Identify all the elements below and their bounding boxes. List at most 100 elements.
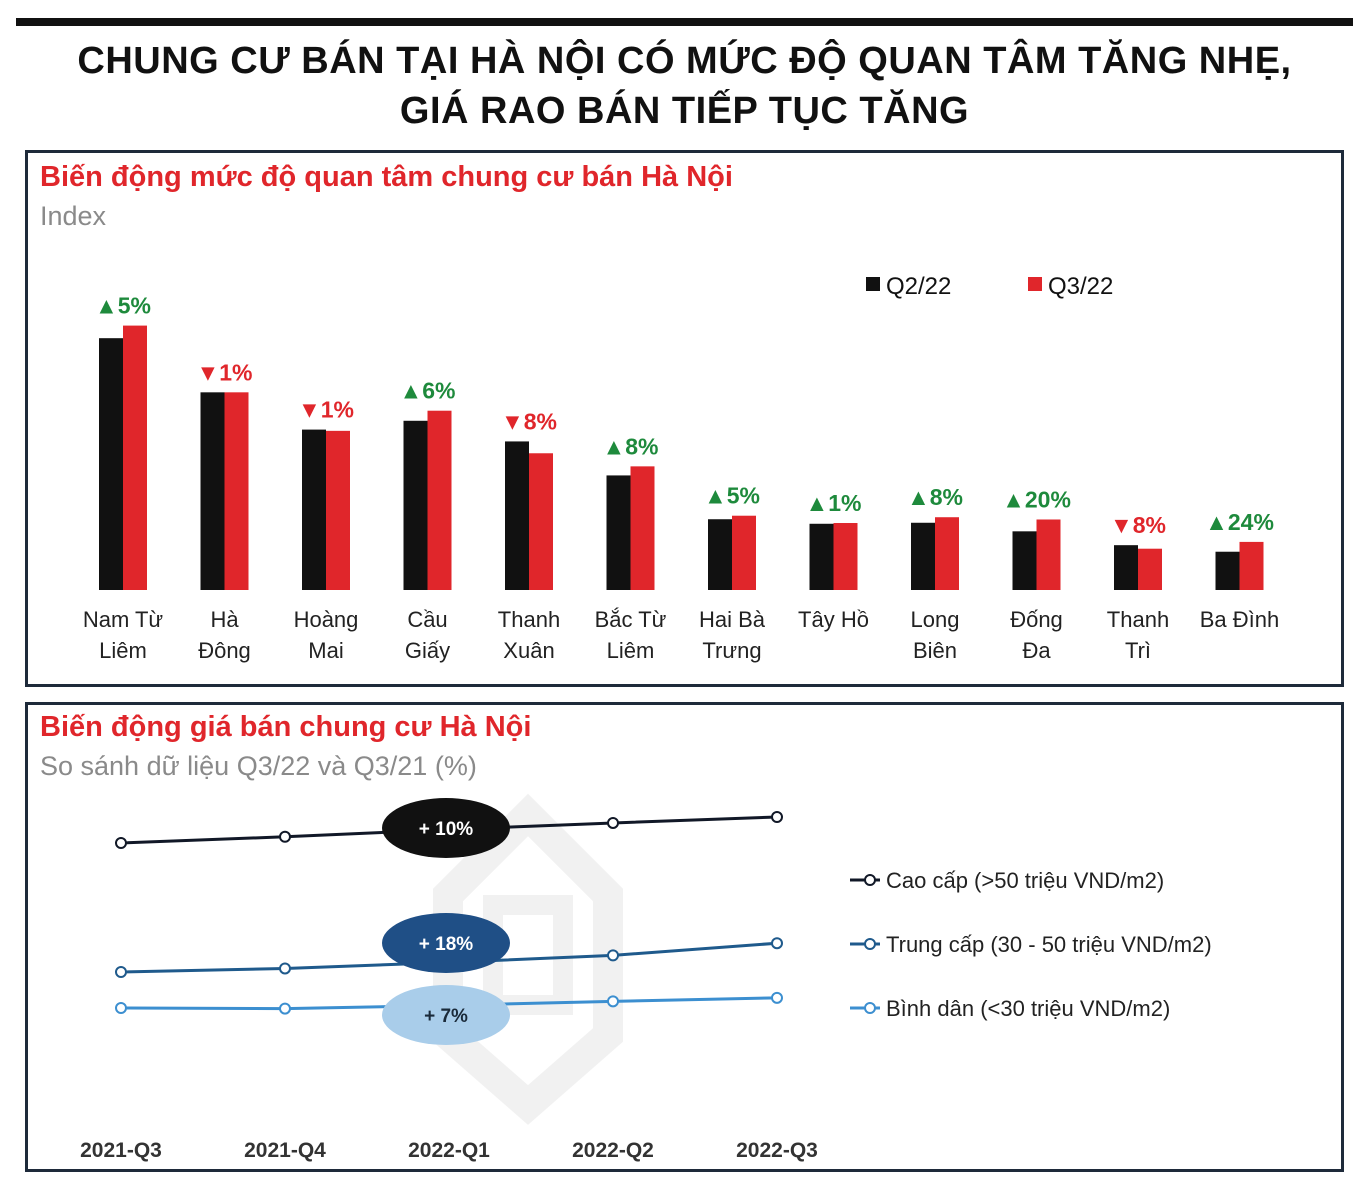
bar-group: ▲5% Hai Bà Trưng xyxy=(699,483,766,663)
line-legend-item: Cao cấp (>50 triệu VND/m2) xyxy=(850,868,1164,893)
legend-marker xyxy=(864,874,876,886)
interest-chart-subtitle: Index xyxy=(40,201,107,231)
top-rule xyxy=(16,18,1353,26)
bar-group: ▲20% Đống Đa xyxy=(1002,486,1071,663)
change-label: ▼1% xyxy=(298,397,354,423)
category-label: Nam Từ xyxy=(83,607,164,632)
series-point xyxy=(607,816,619,829)
category-label: Cầu xyxy=(407,607,447,632)
series-point xyxy=(279,1002,291,1015)
bar-Q3/22 xyxy=(529,453,553,590)
series-point xyxy=(279,830,291,843)
legend-label: Trung cấp (30 - 50 triệu VND/m2) xyxy=(886,932,1212,957)
bar-group: ▼8% Thanh Xuân xyxy=(498,408,560,663)
bar-Q3/22 xyxy=(732,515,756,590)
category-label: Ba Đình xyxy=(1200,607,1280,632)
line-legend-item: Bình dân (<30 triệu VND/m2) xyxy=(850,996,1170,1021)
badge-shape xyxy=(382,913,510,973)
category-label: Trưng xyxy=(702,638,761,663)
change-label: ▲20% xyxy=(1002,486,1071,512)
bar-Q3/22 xyxy=(224,392,249,590)
category-label: Đa xyxy=(1022,638,1051,663)
bar-Q3/22 xyxy=(935,517,959,590)
bar-Q3/22 xyxy=(123,325,147,590)
series-point xyxy=(771,811,783,823)
category-label: Biên xyxy=(913,638,957,663)
bar-group: ▲1% Tây Hồ xyxy=(798,490,869,632)
badge-shape xyxy=(382,798,510,858)
category-label: Đông xyxy=(198,638,251,663)
category-label: Hà xyxy=(210,607,239,632)
category-label: Hoàng xyxy=(294,607,359,632)
x-axis-label: 2021-Q3 xyxy=(80,1139,162,1162)
bar-Q2/22 xyxy=(606,475,631,590)
change-label: ▼8% xyxy=(501,408,557,434)
bar-group: ▼1% Hà Đông xyxy=(196,359,252,663)
category-label: Tây Hồ xyxy=(798,607,869,632)
bar-Q2/22 xyxy=(505,441,529,590)
x-axis-label: 2022-Q2 xyxy=(572,1139,654,1162)
change-badge: + 10% xyxy=(382,798,510,858)
bar-Q3/22 xyxy=(1138,548,1162,590)
bar-Q2/22 xyxy=(200,392,225,590)
series-point xyxy=(771,991,783,1004)
badge-label: + 18% xyxy=(419,934,474,955)
legend-swatch-Q2/22 xyxy=(866,277,880,291)
change-label: ▲6% xyxy=(399,378,455,404)
price-chart-subtitle: So sánh dữ liệu Q3/22 và Q3/21 (%) xyxy=(40,751,477,781)
badge-label: + 10% xyxy=(419,819,474,840)
bar-Q3/22 xyxy=(833,523,858,590)
bar-Q3/22 xyxy=(427,410,452,590)
category-label: Giấy xyxy=(405,638,450,663)
category-label: Hai Bà xyxy=(699,607,766,632)
bar-group: ▲5% Nam Từ Liêm xyxy=(83,293,164,663)
bar-Q2/22 xyxy=(1215,551,1240,590)
category-label: Đống xyxy=(1010,607,1063,632)
change-label: ▲5% xyxy=(95,293,151,319)
category-label: Xuân xyxy=(503,638,554,663)
legend-label-Q2/22: Q2/22 xyxy=(886,273,951,300)
bar-Q2/22 xyxy=(809,523,834,590)
bar-group: ▼8% Thanh Trì xyxy=(1107,512,1169,663)
change-badge: + 7% xyxy=(382,985,510,1045)
main-title-line-2: GIÁ RAO BÁN TIẾP TỤC TĂNG xyxy=(399,90,970,132)
bar-group: ▼1% Hoàng Mai xyxy=(294,397,359,663)
series-point xyxy=(115,837,127,849)
legend-marker xyxy=(864,1002,876,1014)
change-label: ▲8% xyxy=(907,484,963,510)
main-title-line-1: CHUNG CƯ BÁN TẠI HÀ NỘI CÓ MỨC ĐỘ QUAN T… xyxy=(77,40,1292,82)
series-point xyxy=(607,995,619,1008)
x-axis-label: 2022-Q3 xyxy=(736,1139,818,1162)
change-badge: + 18% xyxy=(382,913,510,973)
bar-Q2/22 xyxy=(1114,545,1138,590)
bar-group: ▲8% Bắc Từ Liêm xyxy=(595,433,667,663)
change-label: ▼8% xyxy=(1110,512,1166,538)
legend-marker xyxy=(864,938,876,950)
price-chart-panel: Biến động giá bán chung cư Hà Nội So sán… xyxy=(25,702,1344,1172)
bar-legend: Q2/22 Q3/22 xyxy=(866,273,1113,300)
category-label: Thanh xyxy=(1107,607,1169,632)
interest-chart-title: Biến động mức độ quan tâm chung cư bán H… xyxy=(40,161,733,193)
price-line-chart: + 10% + 18% + 7% 2021-Q3 2021-Q4 2022-Q1 2022-… xyxy=(80,793,1212,1162)
bar-Q2/22 xyxy=(1012,531,1037,590)
bar-Q2/22 xyxy=(403,420,428,590)
category-label: Liêm xyxy=(99,638,147,663)
change-label: ▲24% xyxy=(1205,509,1274,535)
main-title: CHUNG CƯ BÁN TẠI HÀ NỘI CÓ MỨC ĐỘ QUAN T… xyxy=(0,36,1369,136)
category-label: Liêm xyxy=(607,638,655,663)
change-label: ▼1% xyxy=(196,359,252,385)
category-label: Bắc Từ xyxy=(595,607,667,632)
legend-label: Bình dân (<30 triệu VND/m2) xyxy=(886,996,1170,1021)
line-legend-item: Trung cấp (30 - 50 triệu VND/m2) xyxy=(850,932,1212,957)
category-label: Mai xyxy=(308,638,343,663)
series-point xyxy=(115,1002,127,1014)
badge-label: + 7% xyxy=(424,1006,468,1027)
bar-Q2/22 xyxy=(708,519,732,590)
bar-Q3/22 xyxy=(326,430,350,590)
series-point xyxy=(771,937,783,950)
change-label: ▲5% xyxy=(704,483,760,509)
change-label: ▲8% xyxy=(602,433,658,459)
legend-swatch-Q3/22 xyxy=(1028,277,1042,291)
interest-bar-chart: Q2/22 Q3/22 ▲5% Nam Từ Liêm ▼1% Hà Đông ▼1% Hoàng… xyxy=(83,273,1280,663)
bar-Q3/22 xyxy=(1036,519,1061,590)
